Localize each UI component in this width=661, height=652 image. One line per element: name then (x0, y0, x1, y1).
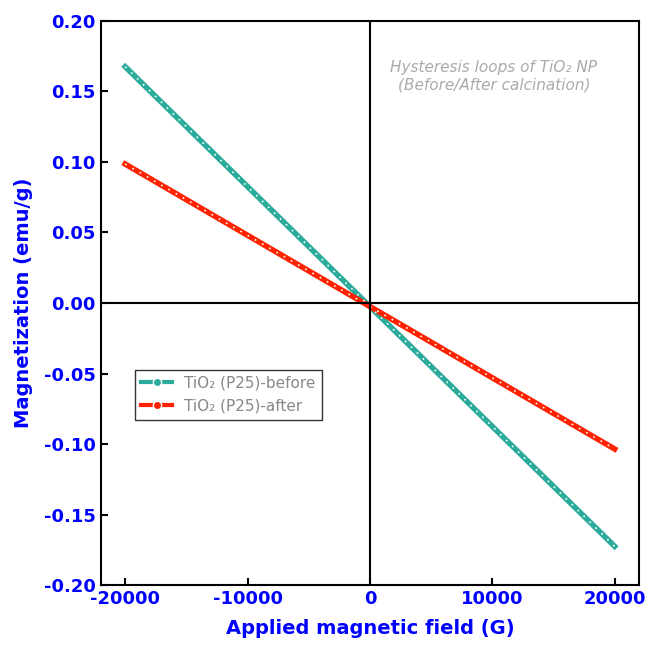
Text: Hysteresis loops of TiO₂ NP
(Before/After calcination): Hysteresis loops of TiO₂ NP (Before/Afte… (390, 61, 598, 93)
Legend: TiO₂ (P25)-before, TiO₂ (P25)-after: TiO₂ (P25)-before, TiO₂ (P25)-after (136, 370, 322, 419)
Y-axis label: Magnetization (emu/g): Magnetization (emu/g) (14, 178, 33, 428)
X-axis label: Applied magnetic field (G): Applied magnetic field (G) (225, 619, 514, 638)
